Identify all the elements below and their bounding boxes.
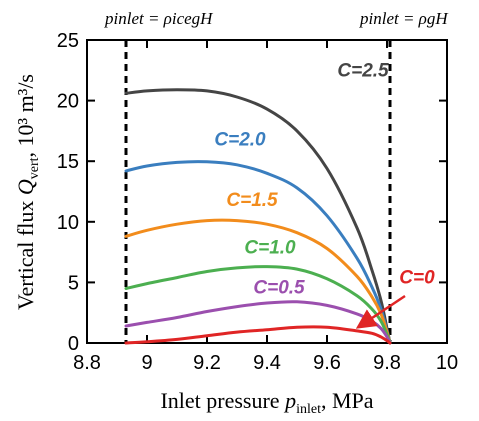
y-tick-label: 20: [57, 91, 79, 113]
curve-label: C=0: [399, 268, 435, 289]
x-axis-label-post: , MPa: [321, 388, 374, 413]
curve-label: C=1.5: [226, 190, 278, 211]
series-line: [124, 160, 392, 345]
y-tick-label: 10: [57, 212, 79, 234]
x-tick-label: 9.8: [373, 352, 401, 374]
curve-label: C=2.5: [337, 60, 389, 81]
top-label-right: pinlet = ρgH: [359, 9, 449, 28]
x-tick-label: 9.4: [253, 352, 281, 374]
curve-labels: C=2.5 C=2.0 C=1.5 C=1.0 C=0.5 C=0: [214, 60, 435, 298]
top-label-left: pinlet = ρicegH: [104, 9, 214, 28]
x-axis-label-sub: inlet: [296, 402, 321, 417]
curve-label: C=2.0: [214, 129, 266, 150]
series-line: [124, 218, 392, 345]
y-axis-label-pre: Vertical flux: [13, 195, 38, 310]
series-line: [124, 88, 392, 345]
curve-label: C=0.5: [253, 277, 305, 298]
x-tick-label: 9.2: [193, 352, 221, 374]
y-tick-label: 0: [68, 333, 79, 355]
y-tick-label: 25: [57, 30, 79, 52]
y-tick-label: 5: [68, 272, 79, 294]
x-axis-label: Inlet pressure pinlet, MPa: [160, 388, 373, 417]
y-axis-label: Vertical flux Qvert, 10³ m³/s: [13, 74, 42, 310]
x-tick-label: 8.8: [73, 352, 101, 374]
x-axis-label-pre: Inlet pressure: [160, 388, 285, 413]
x-axis-label-var: p: [283, 388, 296, 413]
reference-lines: [124, 40, 392, 343]
curve-label: C=1.0: [244, 237, 296, 258]
x-tick-label: 10: [436, 352, 458, 374]
x-tick-label: 9: [141, 352, 152, 374]
series-line: [124, 265, 392, 345]
series-line: [124, 325, 392, 345]
y-axis-label-var: Q: [13, 179, 38, 195]
axis-ticks: 8.8 9 9.2 9.4 9.6 9.8 10 0 5 10 15 20 25: [57, 30, 458, 374]
y-axis-label-sub: vert: [27, 157, 42, 179]
c0-arrow: [355, 294, 406, 329]
series-line: [124, 300, 392, 345]
series-lines: [124, 88, 392, 345]
x-tick-label: 9.6: [313, 352, 341, 374]
y-tick-label: 15: [57, 151, 79, 173]
y-axis-label-post: , 10³ m³/s: [13, 74, 38, 157]
